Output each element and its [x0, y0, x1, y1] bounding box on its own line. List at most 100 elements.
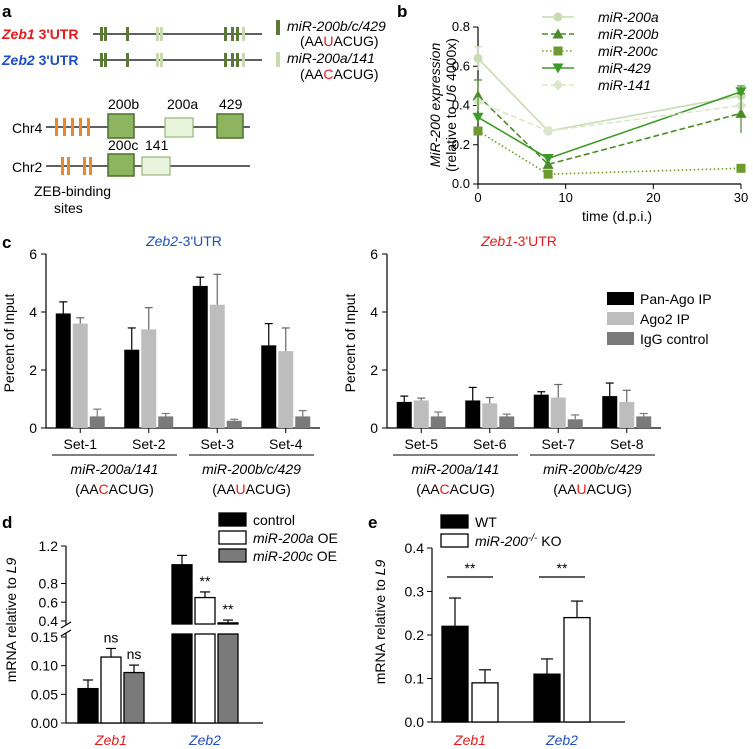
e-legend-label-1: miR-200-/- KO [475, 533, 562, 550]
d-bar-miR-200a OE-Zeb2-lower [194, 633, 216, 724]
panel-e-ylabel: mRNA relative to L9 [372, 560, 388, 685]
b-point-miR-200c-0 [473, 126, 483, 136]
legend-200b-seq-pre: (AA [300, 33, 324, 49]
legend-200b-seq-highlight: U [323, 33, 333, 49]
c-right-ytick-label: 0 [370, 420, 378, 436]
chr2-zeb-site-2 [83, 157, 86, 175]
panel-e-label: e [368, 513, 377, 532]
b-xtick-label: 20 [646, 190, 660, 205]
d-bar-miR-200a OE-Zeb1 [100, 656, 122, 724]
chr4-label: Chr4 [12, 120, 43, 136]
panel-b-ylabel-2-pre: (relative to [443, 103, 459, 172]
b-ytick-label: 0.2 [452, 137, 470, 152]
c-right-group-seq-1: (AAUACUG) [553, 481, 632, 497]
c-left-bar-Ago2 IP-Set-3 [209, 304, 225, 428]
c-right-legend-swatch-IgG control [607, 332, 634, 345]
c-left-category-Set-3: Set-3 [201, 436, 235, 452]
d-ytick-label-lower: 0.05 [31, 686, 58, 702]
zeb1-site-mark-3 [156, 27, 159, 41]
c-right-category-Set-7: Set-7 [542, 436, 576, 452]
e-legend-label-pre: WT [475, 514, 497, 530]
b-legend-label-miR-141: miR-141 [598, 77, 651, 93]
b-xtick-label: 0 [474, 190, 481, 205]
d-ytick-label-lower: 0.00 [31, 715, 58, 731]
c-left-group-seq-0: (AACACUG) [75, 481, 154, 497]
c-right-bar-Pan-Ago IP-Set-8 [602, 396, 618, 428]
b-series-line-miR-429 [477, 91, 742, 160]
e-bar-miR-200-/- KO-Zeb2 [563, 616, 591, 723]
b-legend-label-miR-200c: miR-200c [598, 43, 658, 59]
zeb2-site-mark-8 [242, 53, 245, 67]
panel-a: a Zeb1 3'UTR Zeb2 3'UTR miR-200b/c/429 (… [1, 2, 386, 216]
panel-c-left-title-gene: Zeb2 [145, 233, 178, 249]
c-right-bar-Ago2 IP-Set-6 [482, 403, 498, 428]
c-right-group-seq-pre-0: (AA [416, 481, 440, 497]
d-annotation-miR-200a OE-Zeb1: ns [104, 629, 119, 645]
d-legend-label-post: OE [314, 530, 338, 546]
c-right-legend-swatch-Pan-Ago IP [607, 292, 634, 305]
panel-b-ylabel-1: MiR-200 expression [427, 43, 443, 168]
panel-c-left-title-rest: -3'UTR [178, 233, 222, 249]
chr4-zeb-site-0 [55, 118, 58, 136]
c-left-group-seq-post-1: ACUG) [246, 481, 291, 497]
d-legend-label-control: control [253, 512, 295, 528]
c-left-bar-Pan-Ago IP-Set-3 [192, 285, 208, 428]
c-left-ytick-label: 0 [29, 420, 37, 436]
d-bar-miR-200c OE-Zeb2-lower [217, 633, 239, 724]
c-right-group-seq-hl-1: U [577, 481, 587, 497]
b-ytick-label: 0.8 [452, 19, 470, 34]
chr2-zeb-site-1 [67, 157, 70, 175]
c-right-bar-Ago2 IP-Set-7 [550, 397, 566, 428]
b-legend-label-miR-200b: miR-200b [598, 26, 659, 42]
panel-e-ylabel-pre: mRNA relative to [372, 575, 388, 684]
chr4-zeb-site-4 [87, 118, 90, 136]
d-legend-label-it: miR-200c [253, 548, 313, 564]
panel-b: b MiR-200 expression (relative to U6 400… [397, 2, 748, 224]
zeb1-site-mark-6 [231, 27, 234, 41]
e-bar-miR-200-/- KO-Zeb1 [471, 682, 499, 723]
gene-box-141 [141, 156, 171, 176]
b-legend-label-miR-200a: miR-200a [598, 9, 659, 25]
b-legend-marker-miR-200b [552, 28, 564, 39]
zeb1-site-mark-2 [126, 27, 129, 41]
zeb2-utr-suffix: 3'UTR [35, 52, 79, 68]
gene-label-200c: 200c [108, 137, 138, 153]
e-legend-swatch-WT [440, 514, 469, 529]
legend-200a-seq-post: ACUG) [333, 66, 378, 82]
c-left-ytick-label: 2 [29, 362, 37, 378]
c-left-bar-IgG control-Set-2 [158, 416, 174, 428]
c-left-category-Set-1: Set-1 [64, 436, 98, 452]
c-right-bar-Pan-Ago IP-Set-6 [465, 400, 481, 428]
c-left-group-seq-hl-0: C [99, 481, 109, 497]
c-left-group-seq-pre-0: (AA [75, 481, 99, 497]
c-right-legend-swatch-Ago2 IP [607, 312, 634, 325]
panel-c-right-title: Zeb1-3'UTR [480, 233, 557, 249]
panel-c-label: c [2, 233, 11, 252]
d-annotation-miR-200c OE-Zeb1: ns [127, 646, 142, 662]
c-left-bar-IgG control-Set-3 [226, 420, 242, 428]
zeb1-sites [100, 27, 245, 41]
panel-c-right-title-rest: -3'UTR [513, 233, 557, 249]
b-point-miR-200c-2 [736, 163, 746, 173]
e-ytick-label: 0.1 [405, 671, 425, 687]
zeb1-gene-name: Zeb1 [1, 26, 35, 42]
c-right-legend-label-IgG control: IgG control [640, 331, 708, 347]
chr4-zeb-site-3 [79, 118, 82, 136]
e-legend-swatch-miR-200-/- KO [440, 533, 469, 548]
c-left-ytick-label: 4 [29, 304, 37, 320]
panel-b-plot: 0.00.20.40.60.80 10 20 30miR-200amiR-200bmi… [452, 9, 748, 205]
panel-e-plot: 0.0 0.1 0.2 0.3 0.4 Zeb1 ** Zeb2 ** WT miR-200-/- … [405, 514, 625, 748]
e-annotation-Zeb2: ** [557, 560, 568, 576]
e-category-Zeb2: Zeb2 [545, 732, 578, 748]
panel-d-ylabel: mRNA relative to L9 [3, 558, 19, 683]
legend-200b-site-mark [276, 20, 280, 35]
panel-d: d mRNA relative to L9 0.000.050.100.150.… [2, 512, 338, 748]
c-right-legend-label-Pan-Ago IP: Pan-Ago IP [640, 291, 712, 307]
panel-e-ylabel-it: L9 [372, 560, 388, 576]
legend-200b-name: miR-200b/c/429 [287, 18, 386, 34]
zeb2-utr-label: Zeb2 3'UTR [1, 52, 78, 68]
b-legend-marker-miR-429 [552, 63, 564, 74]
chr2-label: Chr2 [12, 159, 43, 175]
